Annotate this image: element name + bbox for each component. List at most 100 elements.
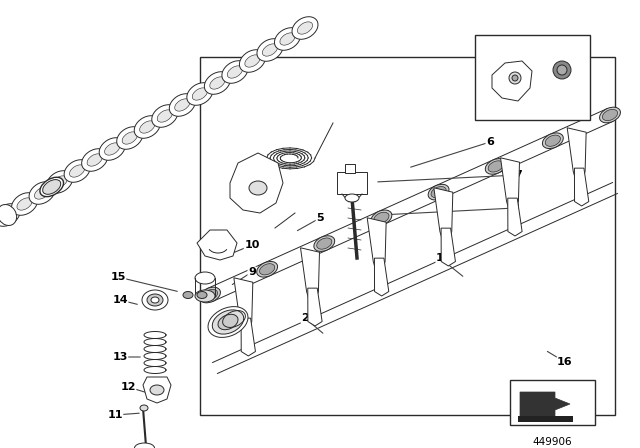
Bar (200, 57, 615, 415)
Ellipse shape (29, 182, 55, 204)
Text: 5: 5 (316, 213, 324, 223)
Ellipse shape (428, 184, 449, 200)
Ellipse shape (192, 88, 207, 100)
Ellipse shape (249, 181, 267, 195)
Ellipse shape (345, 194, 359, 202)
Text: 13: 13 (112, 352, 128, 362)
Polygon shape (143, 377, 171, 403)
Ellipse shape (602, 109, 618, 121)
Polygon shape (374, 258, 388, 296)
Ellipse shape (292, 17, 318, 39)
Ellipse shape (0, 204, 20, 226)
Ellipse shape (200, 287, 220, 303)
Ellipse shape (218, 314, 238, 330)
Ellipse shape (239, 50, 266, 72)
Polygon shape (508, 198, 522, 236)
Ellipse shape (99, 138, 125, 160)
Ellipse shape (262, 44, 278, 56)
Polygon shape (441, 228, 456, 266)
Polygon shape (567, 128, 586, 180)
Ellipse shape (545, 135, 561, 146)
Polygon shape (241, 318, 255, 356)
Polygon shape (367, 218, 386, 270)
Ellipse shape (204, 72, 230, 94)
Text: 4: 4 (551, 43, 559, 53)
Ellipse shape (488, 161, 503, 172)
Ellipse shape (210, 77, 225, 89)
Ellipse shape (43, 180, 61, 194)
Polygon shape (301, 248, 319, 300)
Ellipse shape (170, 94, 195, 116)
Polygon shape (234, 278, 253, 330)
Text: 7: 7 (514, 170, 522, 180)
Ellipse shape (134, 443, 154, 448)
Ellipse shape (195, 272, 215, 284)
Ellipse shape (152, 105, 178, 127)
Ellipse shape (431, 186, 446, 198)
Ellipse shape (222, 61, 248, 83)
Ellipse shape (600, 107, 620, 123)
Ellipse shape (202, 289, 218, 301)
Ellipse shape (543, 133, 563, 149)
Text: 6: 6 (486, 137, 494, 147)
Polygon shape (500, 158, 520, 210)
Bar (345, 164, 355, 173)
Bar (337, 172, 367, 194)
Ellipse shape (0, 205, 17, 225)
Bar (510, 380, 595, 425)
Ellipse shape (35, 187, 50, 199)
Ellipse shape (245, 55, 260, 67)
Ellipse shape (175, 99, 190, 111)
Text: 2: 2 (301, 313, 309, 323)
Ellipse shape (0, 209, 15, 221)
Ellipse shape (183, 292, 193, 298)
Ellipse shape (104, 143, 120, 155)
Text: 14: 14 (112, 295, 128, 305)
Ellipse shape (275, 28, 300, 50)
Ellipse shape (157, 110, 172, 122)
Ellipse shape (227, 66, 243, 78)
Ellipse shape (150, 385, 164, 395)
Ellipse shape (260, 264, 275, 275)
Ellipse shape (64, 160, 90, 182)
Text: 3: 3 (486, 43, 494, 53)
Ellipse shape (187, 83, 213, 105)
Text: 8: 8 (511, 203, 519, 213)
Ellipse shape (371, 210, 392, 226)
Ellipse shape (197, 292, 207, 298)
Text: 11: 11 (108, 410, 123, 420)
Text: 12: 12 (120, 382, 136, 392)
Ellipse shape (374, 212, 389, 224)
Ellipse shape (122, 132, 138, 144)
Ellipse shape (553, 61, 571, 79)
Ellipse shape (557, 65, 567, 75)
Ellipse shape (40, 177, 63, 197)
Ellipse shape (87, 154, 102, 166)
Polygon shape (308, 288, 322, 326)
Circle shape (512, 75, 518, 81)
Ellipse shape (116, 127, 143, 149)
Ellipse shape (140, 405, 148, 411)
Ellipse shape (317, 238, 332, 249)
Text: 1: 1 (436, 253, 444, 263)
Ellipse shape (134, 116, 160, 138)
Ellipse shape (52, 176, 67, 188)
Ellipse shape (257, 39, 283, 61)
Text: 16: 16 (557, 357, 573, 367)
Ellipse shape (298, 22, 312, 34)
Text: 9: 9 (248, 267, 256, 277)
Polygon shape (520, 392, 570, 416)
Ellipse shape (195, 290, 215, 302)
Ellipse shape (140, 121, 155, 133)
Bar (475, 35, 590, 120)
Polygon shape (492, 61, 532, 101)
Polygon shape (197, 230, 237, 260)
Ellipse shape (142, 290, 168, 310)
Ellipse shape (485, 159, 506, 174)
Ellipse shape (280, 33, 295, 45)
Ellipse shape (208, 306, 248, 337)
Ellipse shape (82, 149, 108, 171)
Ellipse shape (212, 310, 244, 334)
Polygon shape (230, 153, 283, 213)
Bar (518, 416, 573, 422)
